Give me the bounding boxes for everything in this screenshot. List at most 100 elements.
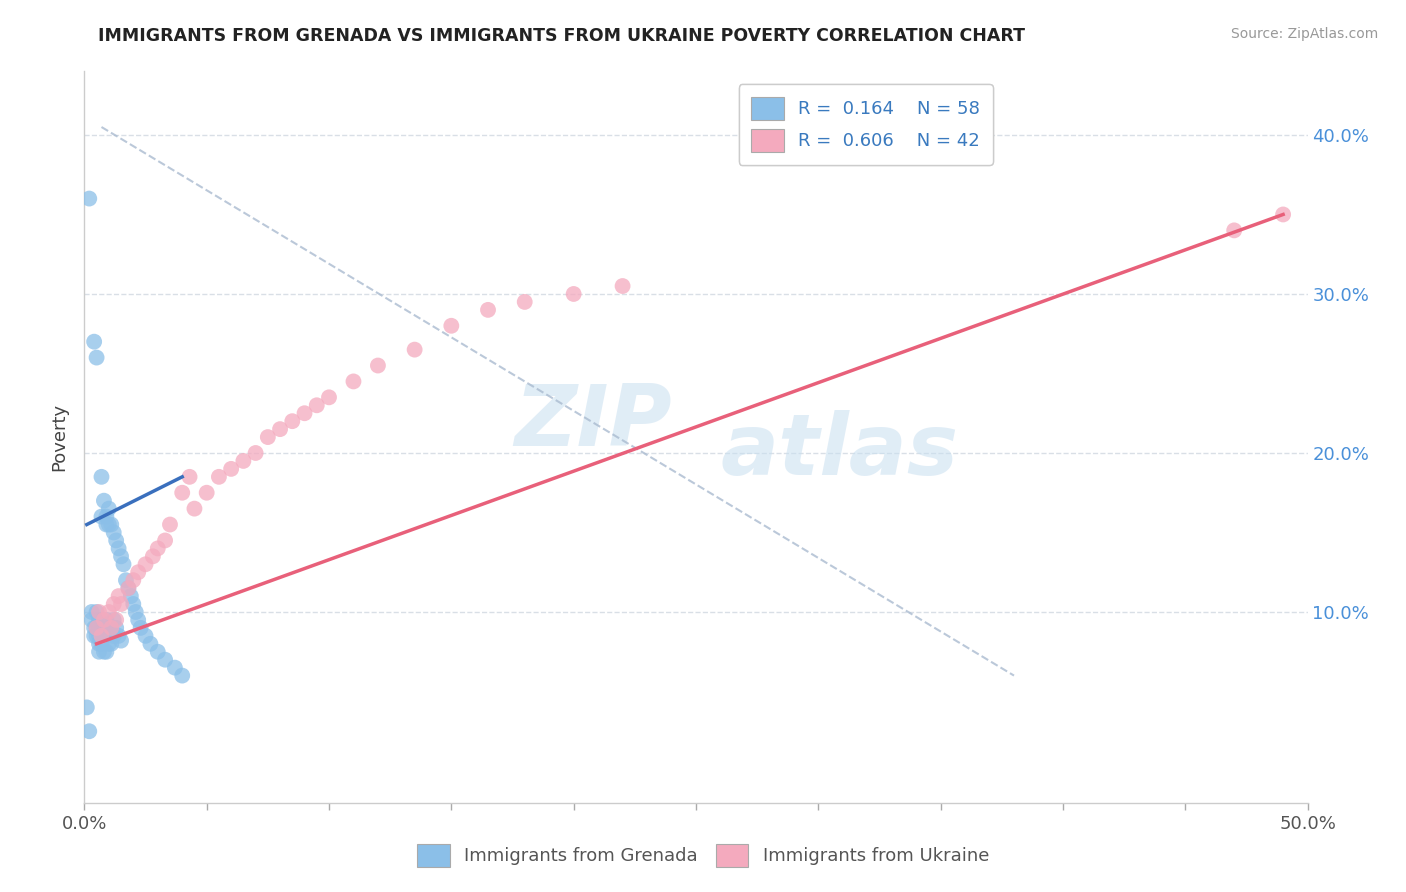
Point	[90, 509, 112, 524]
Point	[183, 501, 205, 516]
Point	[125, 605, 148, 619]
Point	[83, 334, 105, 349]
Point	[172, 668, 194, 682]
Point	[318, 390, 340, 404]
Point	[513, 294, 536, 309]
Point	[269, 422, 291, 436]
Point	[96, 509, 118, 524]
Point	[86, 621, 108, 635]
Point	[103, 613, 125, 627]
Point	[120, 589, 142, 603]
Point	[146, 645, 169, 659]
Point	[100, 621, 122, 635]
Point	[219, 462, 242, 476]
Point	[83, 629, 105, 643]
Point	[87, 621, 110, 635]
Point	[105, 613, 128, 627]
Point	[1272, 207, 1295, 221]
Point	[105, 621, 128, 635]
Point	[90, 621, 112, 635]
Point	[80, 613, 103, 627]
Point	[100, 637, 122, 651]
Point	[172, 485, 194, 500]
Point	[110, 597, 132, 611]
Legend: R =  0.164    N = 58, R =  0.606    N = 42: R = 0.164 N = 58, R = 0.606 N = 42	[738, 84, 993, 165]
Point	[103, 629, 125, 643]
Point	[232, 454, 254, 468]
Point	[153, 653, 176, 667]
Point	[245, 446, 267, 460]
Point	[90, 629, 112, 643]
Point	[103, 597, 125, 611]
Point	[159, 517, 181, 532]
Point	[86, 629, 108, 643]
Point	[404, 343, 426, 357]
Point	[96, 517, 118, 532]
Point	[129, 621, 152, 635]
Point	[179, 470, 201, 484]
Point	[117, 581, 139, 595]
Point	[97, 501, 120, 516]
Point	[96, 645, 118, 659]
Point	[122, 597, 145, 611]
Point	[97, 637, 120, 651]
Point	[195, 485, 218, 500]
Point	[139, 637, 162, 651]
Point	[612, 279, 634, 293]
Text: ZIP: ZIP	[513, 381, 672, 464]
Point	[153, 533, 176, 548]
Point	[83, 621, 105, 635]
Point	[96, 613, 118, 627]
Point	[103, 525, 125, 540]
Text: Source: ZipAtlas.com: Source: ZipAtlas.com	[1230, 27, 1378, 41]
Point	[93, 645, 115, 659]
Point	[142, 549, 165, 564]
Point	[86, 351, 108, 365]
Point	[127, 566, 149, 580]
Point	[100, 517, 122, 532]
Point	[305, 398, 328, 412]
Point	[342, 375, 364, 389]
Text: atlas: atlas	[720, 410, 959, 493]
Y-axis label: Poverty: Poverty	[51, 403, 69, 471]
Point	[87, 613, 110, 627]
Point	[127, 613, 149, 627]
Point	[93, 493, 115, 508]
Point	[107, 589, 129, 603]
Point	[76, 700, 98, 714]
Point	[477, 302, 499, 317]
Point	[281, 414, 304, 428]
Point	[87, 605, 110, 619]
Point	[110, 549, 132, 564]
Point	[1223, 223, 1246, 237]
Point	[115, 573, 138, 587]
Point	[208, 470, 231, 484]
Point	[146, 541, 169, 556]
Point	[163, 660, 186, 674]
Point	[135, 558, 157, 572]
Point	[86, 621, 108, 635]
Point	[110, 633, 132, 648]
Point	[97, 605, 120, 619]
Point	[135, 629, 157, 643]
Point	[86, 605, 108, 619]
Point	[97, 517, 120, 532]
Point	[90, 470, 112, 484]
Legend: Immigrants from Grenada, Immigrants from Ukraine: Immigrants from Grenada, Immigrants from…	[409, 837, 997, 874]
Point	[93, 629, 115, 643]
Point	[562, 287, 585, 301]
Point	[100, 621, 122, 635]
Point	[105, 533, 128, 548]
Point	[257, 430, 280, 444]
Point	[107, 629, 129, 643]
Point	[367, 359, 389, 373]
Point	[122, 573, 145, 587]
Point	[294, 406, 316, 420]
Point	[107, 541, 129, 556]
Point	[440, 318, 463, 333]
Point	[77, 724, 100, 739]
Point	[90, 637, 112, 651]
Point	[97, 621, 120, 635]
Point	[77, 192, 100, 206]
Point	[87, 629, 110, 643]
